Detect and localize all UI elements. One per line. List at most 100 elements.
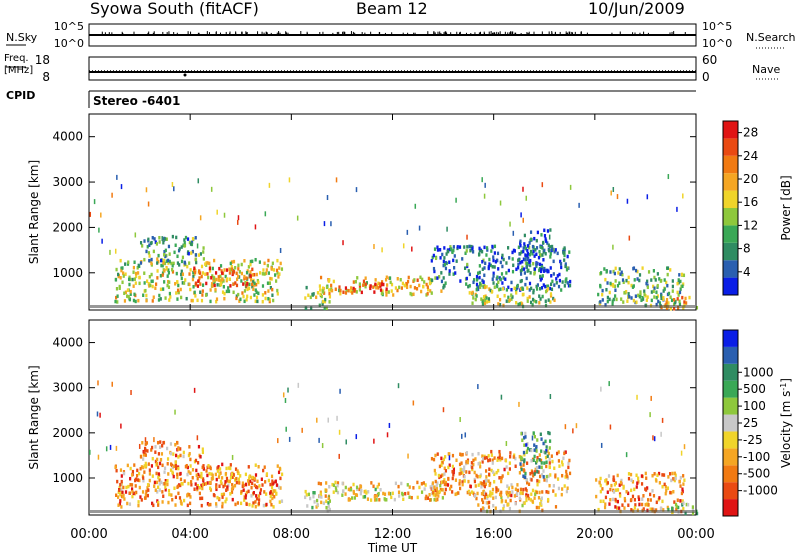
power-echo-cell [477,287,480,292]
power-echo-cell [503,293,506,298]
velocity-echo-cell [173,486,176,491]
power-echo-cell [442,263,445,268]
power-echo-cell [528,241,531,245]
velocity-echo-cell [513,453,516,457]
velocity-echo-cell [568,458,571,463]
velocity-echo-cell [523,443,526,447]
power-echo-cell [507,295,510,300]
velocity-echo-cell [486,494,489,499]
velocity-echo-cell [129,482,132,487]
power-echo-cell [485,253,488,257]
velocity-echo-cell [488,500,491,505]
power-echo-cell [262,268,265,272]
power-echo-cell [453,266,456,270]
power-echo-cell [177,283,180,288]
power-echo-cell [232,259,236,264]
power-echo-cell [429,281,432,285]
velocity-echo-cell [451,464,454,469]
power-echo-cell [499,260,502,265]
velocity-echo-cell [620,478,623,483]
velocity-echo-cell [467,489,470,494]
power-echo-cell [450,247,453,251]
velocity-echo-cell [145,489,148,494]
power-echo-cell [685,301,688,305]
velocity-echo-cell [134,484,137,488]
velocity-echo-cell [254,463,257,467]
power-echo-cell [328,278,331,282]
velocity-echo-cell [359,485,363,489]
power-echo-cell [221,271,224,275]
velocity-echo-cell [614,488,618,492]
power-echo-cell [208,261,211,266]
power-echo-cell [137,271,140,275]
power-echo-cell [180,259,184,264]
velocity-echo-cell [257,494,260,498]
power-echo-cell [129,289,132,294]
velocity-echo-cell [546,454,549,459]
power-colorbar-label: 4 [743,265,751,279]
velocity-echo-cell [681,487,684,491]
velocity-echo-cell [344,492,347,496]
power-echo-cell [676,290,679,295]
power-echo-cell [453,254,456,258]
power-echo-cell [520,302,524,306]
power-echo-cell [546,268,549,273]
velocity-echo-cell [500,476,503,480]
power-echo-cell [660,296,663,301]
power-echo-cell [211,266,214,271]
power-echo-cell [547,248,551,253]
velocity-echo-cell [269,491,272,495]
power-echo-cell [237,292,240,297]
velocity-echo-cell [538,479,541,484]
velocity-echo-cell [120,490,123,494]
power-echo-cell [197,253,201,257]
velocity-echo-cell [244,496,247,500]
velocity-colorbar-swatch [723,465,738,483]
power-echo-cell [670,298,674,303]
velocity-colorbar-swatch [723,346,738,364]
velocity-echo-cell [522,436,526,440]
power-echo-cell [401,281,404,286]
velocity-echo-cell [200,483,203,488]
velocity-colorbar-label: -100 [743,450,770,464]
power-echo-cell [228,271,231,275]
velocity-echo-cell [461,471,464,475]
velocity-echo-cell [157,472,160,476]
power-sparse-echo [512,230,515,236]
power-echo-cell [133,277,136,281]
power-echo-cell [253,272,256,277]
velocity-echo-cell [360,488,363,493]
power-echo-cell [618,267,621,271]
velocity-echo-cell [366,497,370,501]
power-sparse-echo [296,215,299,221]
time-tick-label: 16:00 [475,527,512,542]
velocity-echo-cell [334,480,337,485]
velocity-echo-cell [122,485,125,490]
velocity-echo-cell [211,473,214,478]
velocity-echo-cell [410,495,413,500]
velocity-echo-cell [271,479,274,483]
power-sparse-echo [161,236,163,242]
velocity-echo-cell [273,494,276,499]
power-echo-cell [538,249,541,254]
velocity-echo-cell [150,445,154,450]
velocity-echo-cell [560,492,563,497]
power-echo-cell [122,271,125,275]
power-echo-cell [245,283,248,288]
velocity-echo-cell [416,495,419,500]
power-echo-cell [154,282,158,286]
velocity-echo-cell [242,483,245,488]
velocity-echo-cell [145,441,149,445]
power-echo-cell [658,277,661,281]
velocity-echo-cell [522,474,525,479]
power-echo-cell [268,297,271,302]
power-echo-cell [616,284,620,288]
power-echo-cell [382,282,385,287]
power-echo-cell [243,277,246,281]
power-echo-cell [230,260,234,264]
velocity-echo-cell [661,484,664,489]
velocity-echo-cell [201,450,204,455]
power-sparse-echo [402,243,405,249]
velocity-echo-cell [433,468,436,473]
power-echo-cell [163,253,166,257]
